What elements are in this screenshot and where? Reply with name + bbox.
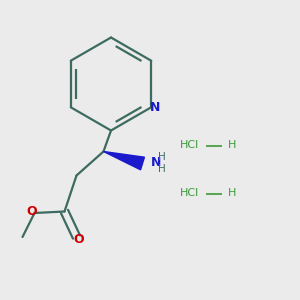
Text: N: N — [150, 101, 160, 114]
Text: HCl: HCl — [180, 188, 199, 199]
Text: H: H — [228, 188, 236, 199]
Text: O: O — [73, 233, 84, 246]
Polygon shape — [103, 152, 144, 170]
Text: N: N — [151, 156, 161, 169]
Text: O: O — [27, 205, 38, 218]
Text: H: H — [158, 164, 166, 175]
Text: HCl: HCl — [180, 140, 199, 151]
Text: H: H — [158, 152, 166, 163]
Text: H: H — [228, 140, 236, 151]
